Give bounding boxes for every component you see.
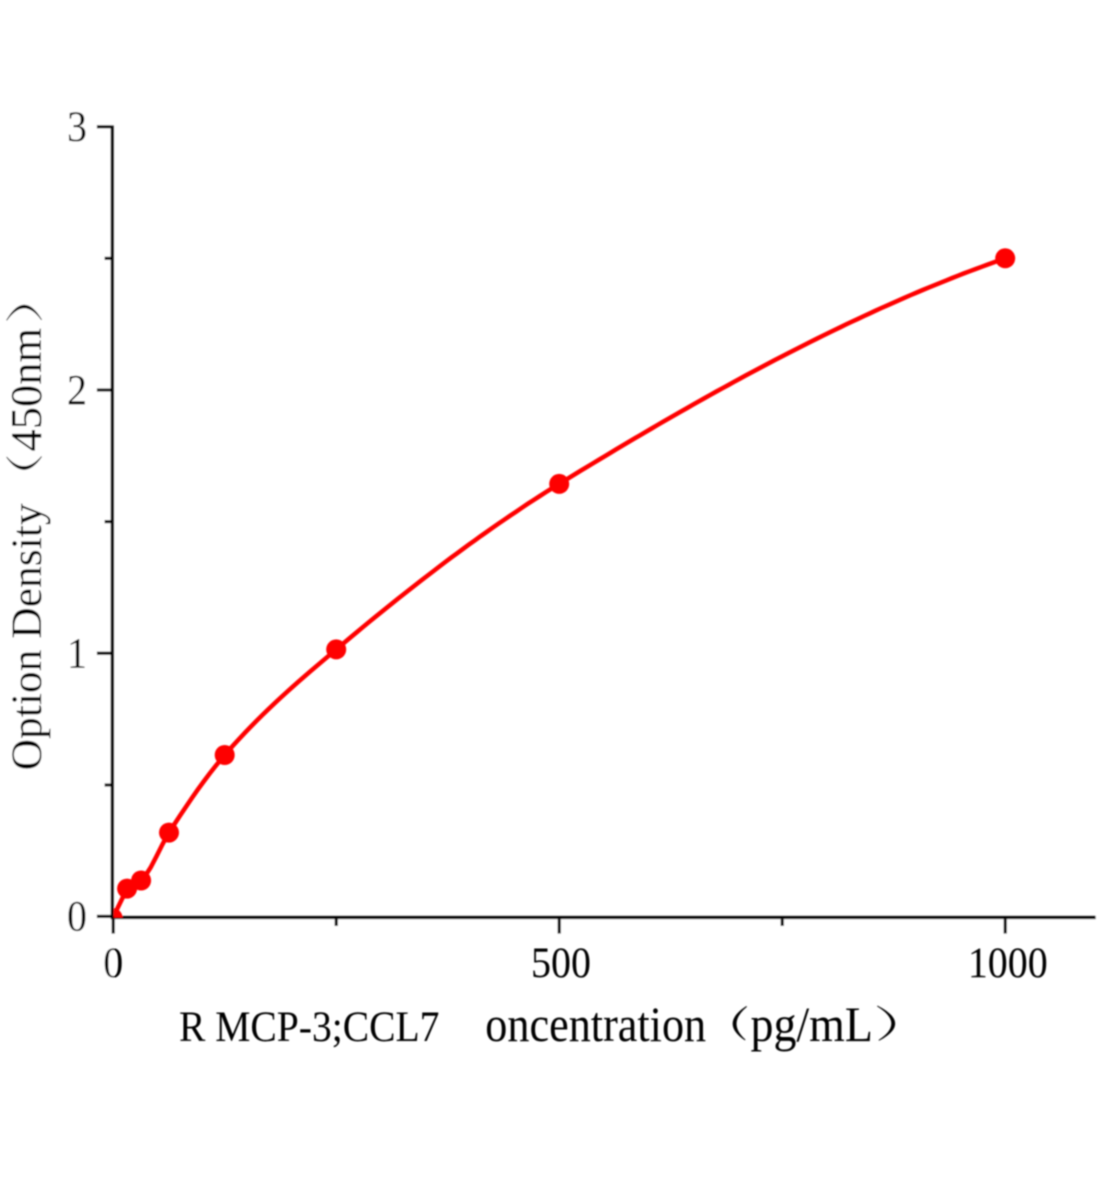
svg-text:450nm: 450nm [1,328,51,452]
svg-text:0: 0 [103,939,123,987]
svg-text:2: 2 [67,366,87,414]
svg-text:1: 1 [67,629,87,677]
svg-text:3: 3 [67,103,87,151]
svg-text:R MCP-3;CCL7: R MCP-3;CCL7 [179,1002,439,1050]
svg-text:pg/mL: pg/mL [751,997,873,1052]
svg-text:oncentration: oncentration [485,998,706,1053]
svg-text:Option Density: Option Density [3,503,51,770]
svg-text:1000: 1000 [968,939,1048,987]
svg-text:500: 500 [531,939,591,987]
svg-text:0: 0 [67,892,87,940]
